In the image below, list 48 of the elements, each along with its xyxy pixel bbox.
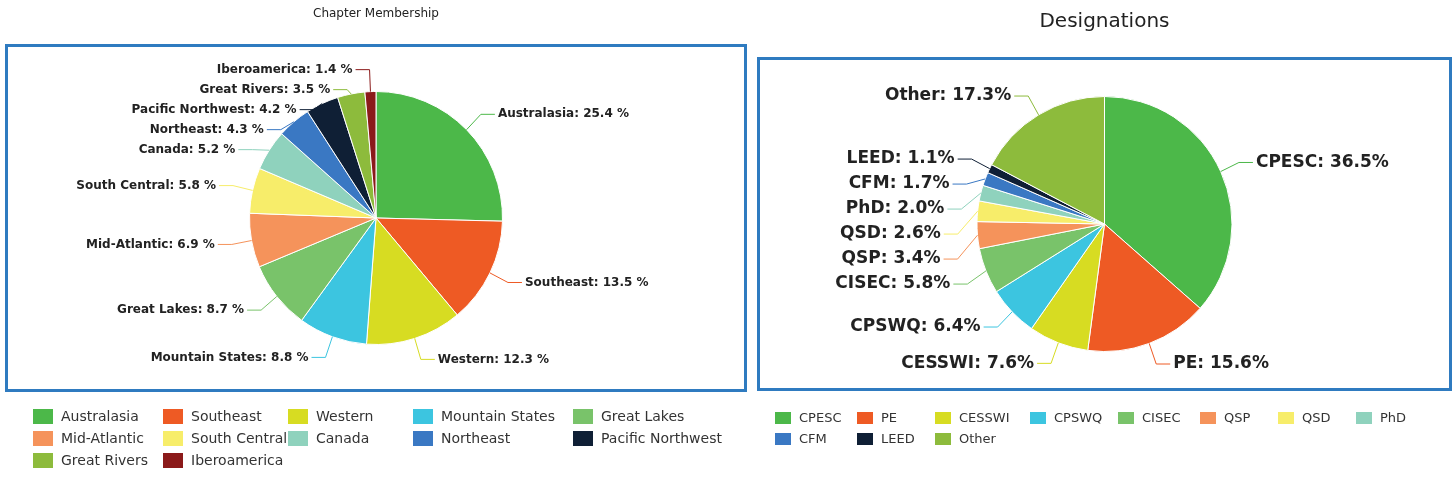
legend-label: Canada — [316, 430, 370, 446]
data-label: Northeast: 4.3 % — [149, 121, 264, 136]
data-label: QSP: 3.4% — [841, 247, 941, 268]
data-label: Australasia: 25.4 % — [497, 106, 629, 121]
legend-label: QSP — [1224, 410, 1251, 425]
chart-title: Chapter Membership — [312, 6, 440, 20]
legend-label: LEED — [881, 431, 915, 446]
legend-label: South Central — [191, 430, 288, 446]
legend-label: CISEC — [1142, 410, 1181, 425]
data-label: Mountain States: 8.8 % — [150, 349, 309, 364]
legend-label: CPESC — [799, 410, 842, 425]
legend-label: QSD — [1302, 410, 1331, 425]
legend-label: Mid-Atlantic — [61, 430, 144, 446]
data-label: Southeast: 13.5 % — [524, 274, 649, 289]
legend-label: PhD — [1380, 410, 1407, 425]
data-label: Mid-Atlantic: 6.9 % — [86, 236, 215, 251]
legend-label: Great Rivers — [61, 452, 148, 468]
data-label: Canada: 5.2 % — [138, 141, 236, 156]
legend-label: Northeast — [441, 430, 511, 446]
data-label: CISEC: 5.8% — [835, 272, 951, 293]
legend-label: Western — [316, 408, 374, 424]
data-label: Other: 17.3% — [884, 84, 1012, 105]
data-label: CPSWQ: 6.4% — [850, 315, 981, 336]
data-label: QSD: 2.6% — [840, 222, 941, 243]
data-label: Pacific Northwest: 4.2 % — [131, 101, 297, 116]
data-label: CPESC: 36.5% — [1255, 150, 1389, 171]
data-label: LEED: 1.1% — [846, 147, 955, 168]
legend-label: Great Lakes — [601, 408, 685, 424]
legend-label: CPSWQ — [1054, 410, 1103, 425]
data-label: South Central: 5.8 % — [76, 177, 217, 192]
data-label: Great Rivers: 3.5 % — [199, 81, 331, 96]
data-label: CESSWI: 7.6% — [901, 351, 1035, 372]
legend-label: Southeast — [191, 408, 262, 424]
legend-label: CFM — [799, 431, 827, 446]
legend-label: PE — [881, 410, 898, 425]
legend-label: Iberoamerica — [191, 452, 284, 468]
data-label: Iberoamerica: 1.4 % — [216, 61, 353, 76]
data-label: Great Lakes: 8.7 % — [117, 302, 245, 317]
chart-title: Designations — [1038, 8, 1171, 32]
legend-label: CESSWI — [959, 410, 1010, 425]
legend-label: Pacific Northwest — [601, 430, 722, 446]
legend-label: Australasia — [61, 408, 139, 424]
legend-label: Mountain States — [441, 408, 556, 424]
data-label: PE: 15.6% — [1173, 352, 1269, 373]
legend-label: Other — [959, 431, 996, 446]
data-label: PhD: 2.0% — [845, 197, 945, 218]
data-label: CFM: 1.7% — [848, 172, 950, 193]
data-label: Western: 12.3 % — [437, 351, 550, 366]
